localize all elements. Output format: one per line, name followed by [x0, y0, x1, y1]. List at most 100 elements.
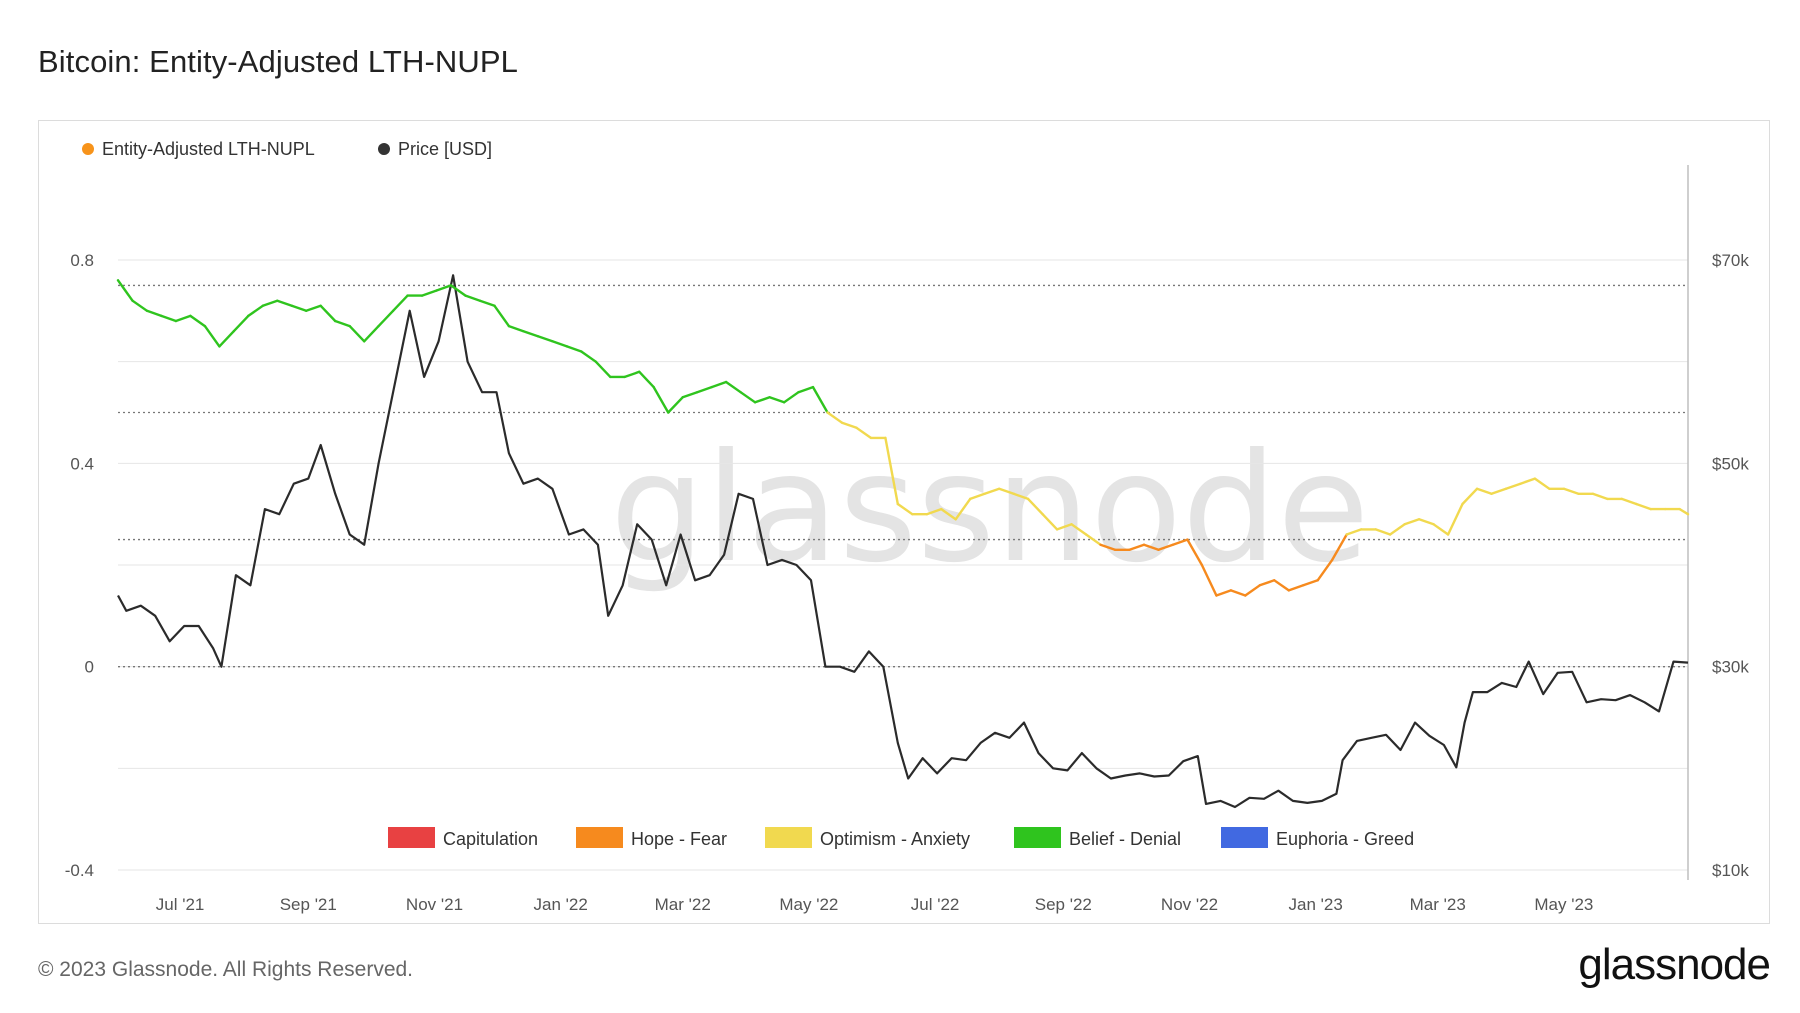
nupl-segment [1417, 518, 1435, 526]
nupl-segment [667, 396, 684, 414]
nupl-segment [580, 350, 597, 363]
legend-dot [82, 143, 94, 155]
chart-panel [38, 120, 1770, 924]
nupl-segment [189, 314, 207, 328]
nupl-segment [261, 299, 279, 307]
price-line [117, 274, 1689, 809]
nupl-segment [739, 391, 757, 404]
nupl-segment [1330, 533, 1348, 562]
nupl-segment [1026, 497, 1044, 516]
nupl-segment [1157, 543, 1175, 551]
nupl-segment [319, 304, 337, 323]
nupl-segment [478, 299, 496, 307]
legend-item[interactable]: Price [USD] [378, 139, 492, 159]
nupl-segment [753, 396, 771, 404]
zone-swatch [388, 827, 435, 848]
x-axis-tick: Nov '22 [1161, 895, 1218, 914]
zone-legend-item[interactable]: Optimism - Anxiety [765, 827, 970, 849]
zone-swatch [765, 827, 812, 848]
x-axis-tick: Nov '21 [406, 895, 463, 914]
nupl-segment [954, 497, 972, 521]
nupl-segment [594, 360, 612, 379]
axes: 0.8 0.4 0 -0.4 $70k $50k $30k $10k Jul '21 Sep '2… [65, 251, 1750, 914]
copyright-footer: © 2023 Glassnode. All Rights Reserved. [38, 958, 414, 981]
nupl-segment [1084, 533, 1102, 546]
nupl-segment [522, 330, 540, 338]
nupl-segment [884, 436, 899, 506]
legend-item[interactable]: Entity-Adjusted LTH-NUPL [82, 139, 315, 159]
nupl-segment [782, 391, 800, 404]
left-axis-tick: 0.4 [70, 454, 94, 473]
nupl-segment [696, 385, 713, 394]
legend-label: Entity-Adjusted LTH-NUPL [102, 139, 315, 159]
nupl-segment [420, 289, 438, 297]
nupl-segment [768, 396, 786, 404]
nupl-segment [247, 304, 264, 318]
nupl-segment [1519, 477, 1537, 485]
zone-label: Belief - Denial [1069, 829, 1181, 849]
price-series [117, 274, 1689, 809]
nupl-segment [969, 492, 986, 501]
nupl-segment [305, 304, 322, 312]
nupl-segment [145, 309, 163, 318]
zone-legend-item[interactable]: Belief - Denial [1014, 827, 1181, 849]
nupl-segment [1620, 497, 1638, 506]
top-legend[interactable]: Entity-Adjusted LTH-NUPL Price [USD] [82, 139, 492, 159]
nupl-segment [507, 324, 525, 333]
nupl-segment [623, 370, 641, 379]
nupl-segment [464, 294, 482, 302]
chart-title: Bitcoin: Entity-Adjusted LTH-NUPL [38, 44, 518, 79]
nupl-segment [826, 411, 844, 424]
nupl-segment [1475, 487, 1493, 495]
nupl-segment [565, 345, 583, 353]
nupl-segment [1302, 579, 1319, 587]
nupl-segment [797, 385, 815, 394]
right-axis-tick: $30k [1712, 658, 1749, 677]
nupl-segment [1562, 487, 1580, 495]
x-axis-tick: Jan '22 [534, 895, 588, 914]
nupl-segment [855, 426, 873, 440]
nupl-segment [1142, 543, 1160, 551]
right-axis-tick: $50k [1712, 454, 1749, 473]
nupl-segment [1374, 528, 1392, 536]
nupl-segment [1591, 492, 1609, 501]
nupl-segment [724, 380, 742, 394]
nupl-segment [1215, 589, 1233, 597]
nupl-segment [840, 421, 858, 429]
nupl-segment [1287, 584, 1305, 592]
brand-logo: glassnode [1578, 940, 1771, 989]
left-axis-tick: 0 [85, 658, 94, 677]
zone-swatch [1221, 827, 1268, 848]
zone-legend-item[interactable]: Euphoria - Greed [1221, 827, 1414, 849]
x-axis-tick: Mar '23 [1410, 895, 1466, 914]
nupl-segment [1258, 579, 1276, 587]
nupl-segment [1200, 563, 1218, 597]
x-axis-tick: Jul '21 [156, 895, 205, 914]
nupl-segment [1461, 487, 1479, 506]
left-axis-tick: -0.4 [65, 861, 94, 880]
nupl-segment [925, 507, 943, 516]
zone-label: Optimism - Anxiety [820, 829, 970, 849]
nupl-segment [391, 294, 409, 312]
nupl-segment [1403, 518, 1421, 526]
nupl-segment [174, 314, 192, 323]
nupl-segment [160, 314, 178, 323]
nupl-segment [940, 507, 957, 521]
nupl-segment [131, 299, 149, 312]
nupl-segment [983, 487, 1001, 495]
zone-label: Euphoria - Greed [1276, 829, 1414, 849]
legend-dot [378, 143, 390, 155]
nupl-segment [1273, 579, 1291, 592]
nupl-segment [348, 324, 366, 343]
nupl-segment [998, 487, 1015, 495]
zone-legend-item[interactable]: Capitulation [388, 827, 538, 849]
nupl-segment [1229, 589, 1247, 597]
nupl-segment [116, 279, 134, 302]
zone-legend[interactable]: Capitulation Hope - Fear Optimism - Anxiet… [388, 827, 1414, 849]
zone-swatch [1014, 827, 1061, 848]
nupl-segment [1504, 482, 1522, 490]
zone-legend-item[interactable]: Hope - Fear [576, 827, 727, 849]
x-axis-tick: Sep '22 [1035, 895, 1092, 914]
nupl-segment [1678, 507, 1690, 516]
